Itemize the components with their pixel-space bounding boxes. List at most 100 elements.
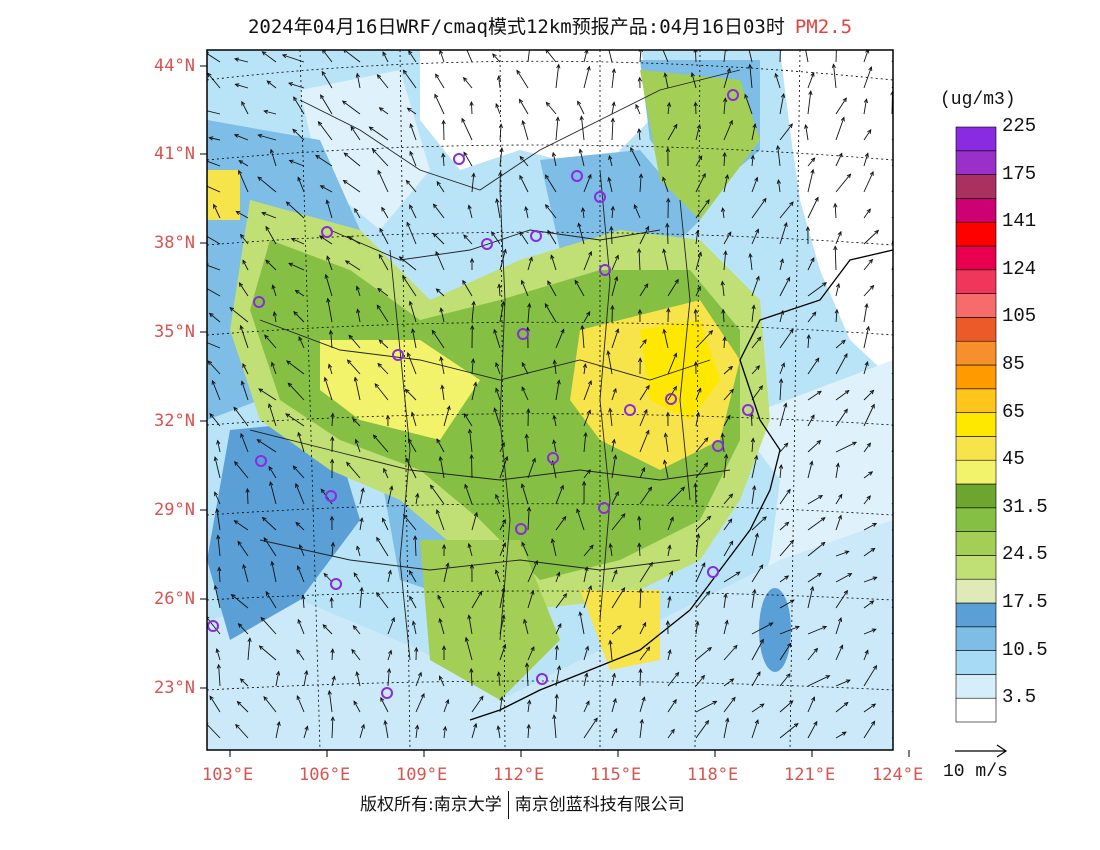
wind-arrow	[499, 542, 506, 557]
wind-arrow	[891, 737, 893, 739]
wind-arrow	[779, 201, 794, 219]
wind-arrow	[891, 529, 893, 531]
wind-arrow-head	[500, 300, 506, 306]
wind-arrow	[611, 305, 613, 323]
wind-arrow	[639, 669, 642, 687]
wind-arrow	[527, 560, 538, 583]
wind-arrow	[863, 50, 869, 63]
wind-arrow	[835, 409, 848, 427]
wind-arrow-head	[260, 616, 266, 622]
wind-arrow-head	[288, 159, 294, 164]
wind-arrow	[555, 64, 560, 89]
wind-arrow-head	[783, 221, 788, 227]
wind-arrow-head	[551, 151, 557, 157]
wind-arrow	[583, 311, 591, 323]
copyright-org1: 南京大学	[433, 795, 502, 815]
wind-arrow	[271, 362, 277, 375]
wind-arrow	[373, 434, 389, 453]
wind-arrow-head	[585, 700, 590, 706]
wind-arrow	[779, 575, 789, 583]
wind-arrow	[286, 201, 305, 219]
wind-arrow-head	[502, 248, 507, 254]
wind-arrow-head	[580, 206, 586, 212]
colorbar-swatch	[955, 697, 997, 723]
wind-arrow	[611, 491, 619, 505]
wind-arrow	[403, 514, 417, 531]
wind-arrow-head	[493, 328, 498, 334]
wind-arrow-head	[615, 328, 620, 334]
wind-arrow-head	[441, 543, 447, 549]
wind-arrow-head	[557, 622, 562, 628]
wind-arrow-head	[729, 388, 734, 394]
wind-arrow	[348, 236, 361, 245]
wind-arrow-head	[288, 82, 293, 87]
wind-arrow	[583, 469, 591, 479]
wind-arrow-head	[216, 439, 221, 445]
wind-arrow	[611, 206, 614, 219]
wind-arrow	[346, 462, 361, 479]
wind-arrow-head	[257, 133, 263, 138]
wind-arrow-head	[359, 586, 364, 592]
wind-arrow-head	[344, 260, 350, 265]
wind-arrow	[234, 58, 249, 63]
wind-arrow	[779, 277, 790, 297]
wind-arrow-head	[323, 572, 329, 578]
wind-arrow	[378, 254, 389, 271]
wind-arrow-head	[389, 485, 394, 491]
wind-arrow	[521, 483, 529, 505]
wind-arrow	[695, 50, 697, 63]
wind-arrow	[411, 412, 417, 427]
wind-arrow-head	[360, 723, 365, 729]
wind-arrow-head	[346, 359, 352, 365]
wind-arrow	[433, 203, 445, 219]
wind-arrow-head	[871, 628, 877, 633]
wind-arrow	[499, 124, 502, 141]
wind-arrow-head	[521, 361, 526, 367]
wind-arrow	[293, 96, 305, 115]
wind-arrow	[581, 325, 585, 349]
wind-arrow-head	[200, 232, 204, 235]
wind-arrow	[635, 104, 641, 115]
wind-arrow	[303, 726, 308, 739]
wind-arrow-head	[696, 124, 701, 129]
wind-arrow	[229, 307, 249, 323]
wind-arrow-head	[408, 300, 413, 306]
wind-arrow	[239, 282, 249, 297]
city-marker	[207, 620, 219, 632]
wind-arrow	[751, 719, 759, 739]
wind-arrow-head	[501, 614, 506, 620]
wind-arrow-head	[230, 593, 236, 599]
wind-arrow-head	[896, 390, 900, 394]
wind-arrow-head	[554, 644, 559, 650]
wind-arrow	[638, 248, 641, 271]
wind-arrow	[407, 352, 417, 375]
wind-arrow	[359, 724, 365, 739]
wind-arrow-head	[843, 701, 849, 707]
wind-arrow-head	[703, 462, 709, 468]
wind-arrow-head	[869, 600, 875, 605]
wind-arrow-head	[810, 157, 816, 163]
wind-arrow-head	[815, 357, 820, 363]
wind-arrow-head	[470, 324, 475, 330]
wind-arrow	[209, 696, 221, 713]
wind-arrow-head	[611, 672, 616, 678]
wind-arrow	[287, 382, 305, 401]
wind-arrow-head	[406, 352, 411, 358]
lat-label: 38°N	[154, 233, 195, 253]
wind-arrow	[633, 204, 641, 219]
wind-arrow-head	[498, 123, 504, 129]
wind-arrow-head	[467, 614, 472, 620]
wind-arrow-head	[294, 289, 300, 295]
wind-arrow-head	[666, 307, 671, 313]
wind-arrow-head	[207, 360, 213, 366]
colorbar-swatch	[955, 269, 997, 294]
city-marker	[517, 328, 529, 340]
wind-arrow	[264, 110, 277, 115]
wind-arrow	[835, 702, 849, 713]
wind-arrow	[582, 207, 585, 219]
wind-arrow	[469, 429, 473, 453]
wind-arrow-head	[833, 202, 838, 208]
wind-arrow-head	[461, 117, 466, 123]
wind-arrow	[863, 285, 874, 297]
wind-arrow-head	[438, 617, 443, 623]
